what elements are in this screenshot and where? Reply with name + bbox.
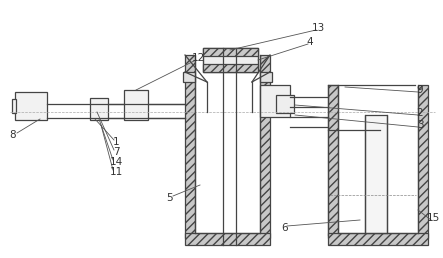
Text: 12: 12	[191, 53, 205, 63]
Bar	[203, 64, 258, 72]
Text: 6: 6	[282, 223, 288, 233]
Bar	[203, 48, 258, 56]
Bar	[418, 85, 428, 238]
Bar	[90, 98, 108, 120]
Text: 7: 7	[113, 147, 119, 157]
Bar	[12, 99, 16, 113]
Text: 1: 1	[113, 137, 119, 147]
Bar	[185, 55, 195, 238]
Text: 15: 15	[426, 213, 439, 223]
Text: 2: 2	[417, 108, 424, 118]
Text: 13: 13	[311, 23, 325, 33]
Text: 5: 5	[167, 193, 173, 203]
Bar	[15, 92, 47, 120]
Bar	[260, 85, 290, 117]
Bar	[124, 90, 148, 120]
Bar	[276, 95, 294, 113]
Bar	[260, 55, 270, 238]
Text: 11: 11	[109, 167, 123, 177]
Text: 9: 9	[417, 85, 424, 95]
Text: 8: 8	[10, 130, 16, 140]
Bar	[183, 72, 195, 82]
Bar	[185, 233, 270, 245]
Text: 4: 4	[307, 37, 313, 47]
Bar	[203, 48, 258, 72]
Bar	[260, 72, 272, 82]
Bar	[365, 115, 387, 233]
Bar	[328, 85, 338, 238]
Text: 3: 3	[417, 120, 424, 130]
Text: 14: 14	[109, 157, 123, 167]
Bar	[328, 233, 428, 245]
